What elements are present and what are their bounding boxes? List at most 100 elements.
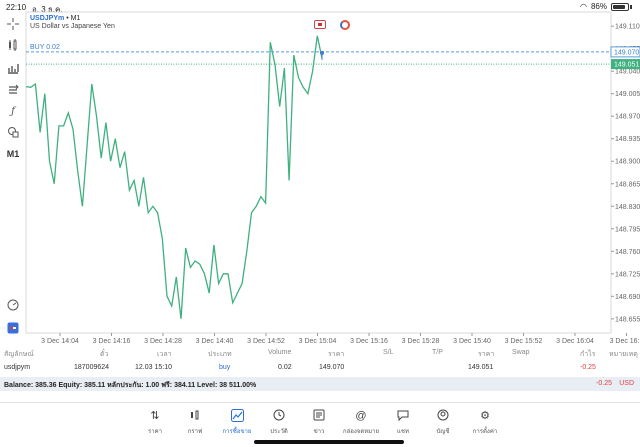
nav-chart[interactable]: กราฟ xyxy=(172,409,218,436)
function-icon[interactable]: ƒ xyxy=(11,105,15,117)
y-tick-label: 148.900 xyxy=(615,159,640,166)
row-symbol: usdjpym xyxy=(4,364,31,371)
col-profit: กำไร xyxy=(580,351,596,358)
position-row[interactable]: usdjpym 187009624 12.03 15:10 buy 0.02 1… xyxy=(0,361,640,375)
col-ticket: ตั๋ว xyxy=(100,351,109,358)
chat-icon xyxy=(396,409,410,423)
nav-news[interactable]: ข่าว xyxy=(296,409,342,436)
y-tick-label: 148.865 xyxy=(615,181,640,188)
positions-header: สัญลักษณ์ ตั๋ว เวลา ประเภท Volume ราคา S… xyxy=(0,346,640,360)
price-line xyxy=(25,35,323,319)
y-tick-label: 148.760 xyxy=(615,249,640,256)
buy-price-tag-text: 149.070 xyxy=(614,49,639,56)
bid-price-tag xyxy=(611,59,640,70)
y-tick-label: 149.005 xyxy=(615,91,640,98)
settings-icon: ⚙ xyxy=(480,410,490,422)
row-time: 12.03 15:10 xyxy=(135,364,172,371)
x-tick-label: 3 Dec 16:04 xyxy=(556,338,594,345)
symbol-timeframe: • M1 xyxy=(66,15,81,22)
trade-flag-icon[interactable] xyxy=(314,20,326,29)
nav-settings[interactable]: ⚙ การตั้งค่า xyxy=(472,410,498,435)
symbol-description: US Dollar vs Japanese Yen xyxy=(30,23,115,30)
x-tick-label: 3 Dec 15:28 xyxy=(402,338,440,345)
one-click-trading-icon[interactable] xyxy=(5,320,21,336)
nav-account[interactable]: บัญชี xyxy=(420,409,466,436)
chart-symbol: USDJPYm • M1 xyxy=(30,15,80,22)
x-tick-label: 3 Dec 14:04 xyxy=(41,338,79,345)
mail-at-icon: @ xyxy=(355,410,367,422)
trade-chart-icon xyxy=(230,409,244,423)
history-icon xyxy=(272,409,286,423)
col-open-price: ราคา xyxy=(328,351,345,358)
row-ticket: 187009624 xyxy=(74,364,110,371)
symbol-name: USDJPYm xyxy=(30,15,65,22)
account-icon xyxy=(436,409,450,423)
candles-icon xyxy=(188,409,202,423)
row-type: buy xyxy=(219,364,231,371)
y-tick-label: 148.690 xyxy=(615,294,640,301)
balance-profit: -0.25 xyxy=(596,380,612,387)
y-tick-label: 148.655 xyxy=(615,316,640,323)
y-tick-label: 148.725 xyxy=(615,271,640,278)
col-sl: S/L xyxy=(383,349,394,356)
battery-percent: 86% xyxy=(590,2,607,11)
y-tick-label: 149.110 xyxy=(615,24,640,31)
battery-icon xyxy=(611,2,629,11)
chart-type-icon[interactable] xyxy=(5,37,21,53)
shapes-icon[interactable] xyxy=(5,124,21,140)
x-tick-label: 3 Dec 14:52 xyxy=(247,338,285,345)
nav-quotes[interactable]: ⇅ ราคา xyxy=(148,410,162,435)
crosshair-icon[interactable] xyxy=(5,16,21,32)
status-date: อ. 3 ธ.ค. xyxy=(32,5,63,14)
nav-chat[interactable]: แชท xyxy=(380,409,426,436)
col-comment: หมายเหตุ xyxy=(609,351,638,358)
nav-mailbox[interactable]: @ กล่องจดหมาย xyxy=(342,410,380,435)
x-tick-label: 3 Dec 14:40 xyxy=(196,338,234,345)
row-current-price: 149.051 xyxy=(468,364,494,371)
col-volume: Volume xyxy=(268,349,292,356)
x-tick-label: 3 Dec 15:40 xyxy=(453,338,491,345)
col-symbol: สัญลักษณ์ xyxy=(4,351,34,358)
row-volume: 0.02 xyxy=(278,364,292,371)
objects-icon[interactable] xyxy=(5,82,21,98)
balance-currency: USD xyxy=(619,380,634,387)
wifi-icon: ◠ xyxy=(580,2,587,11)
signal-ring-icon[interactable] xyxy=(340,20,350,30)
col-time: เวลา xyxy=(157,351,172,358)
x-tick-label: 3 Dec 14:28 xyxy=(144,338,182,345)
x-tick-label: 3 Dec 15:16 xyxy=(350,338,388,345)
indicators-icon[interactable] xyxy=(5,60,21,76)
nav-history[interactable]: ประวัติ xyxy=(256,409,302,436)
home-indicator xyxy=(254,440,404,444)
chart-frame xyxy=(25,11,612,334)
row-profit: -0.25 xyxy=(580,364,596,371)
nav-trade[interactable]: การซื้อขาย xyxy=(214,409,260,436)
x-tick-label: 3 Dec 14:16 xyxy=(93,338,131,345)
buy-price-tag xyxy=(610,46,640,58)
x-tick-label: 3 Dec 16:1 xyxy=(610,338,640,345)
y-tick-label: 148.935 xyxy=(615,136,640,143)
news-icon xyxy=(312,409,326,423)
timeframe-button[interactable]: M1 xyxy=(6,149,20,159)
chart-toolbar: ƒ M1 xyxy=(0,14,26,344)
bid-price-tag-text: 149.051 xyxy=(614,62,639,69)
col-swap: Swap xyxy=(512,349,530,356)
col-current-price: ราคา xyxy=(478,351,495,358)
balance-bar: Balance: 385.36 Equity: 385.11 หลักประกั… xyxy=(0,377,640,391)
col-type: ประเภท xyxy=(208,351,232,358)
status-time: 22:10 xyxy=(6,3,27,12)
y-tick-label: 148.970 xyxy=(615,114,640,121)
x-tick-label: 3 Dec 15:04 xyxy=(299,338,337,345)
y-tick-label: 148.830 xyxy=(615,204,640,211)
buy-level-label: BUY 0.02 xyxy=(30,44,60,51)
row-open-price: 149.070 xyxy=(319,364,345,371)
balance-text: Balance: 385.36 Equity: 385.11 หลักประกั… xyxy=(4,382,257,389)
speedometer-icon[interactable] xyxy=(5,297,21,313)
status-bar: 22:10 อ. 3 ธ.ค. ◠ 86% xyxy=(0,0,640,14)
y-tick-label: 148.795 xyxy=(615,226,640,233)
bottom-nav: ⇅ ราคา กราฟ การซื้อขาย ประวัติ ข่าว @ กล… xyxy=(0,402,640,447)
price-chart[interactable]: 149.110149.075149.040149.005148.970148.9… xyxy=(0,0,640,346)
x-tick-label: 3 Dec 15:52 xyxy=(505,338,543,345)
entry-marker xyxy=(320,50,324,55)
col-tp: T/P xyxy=(432,349,443,356)
